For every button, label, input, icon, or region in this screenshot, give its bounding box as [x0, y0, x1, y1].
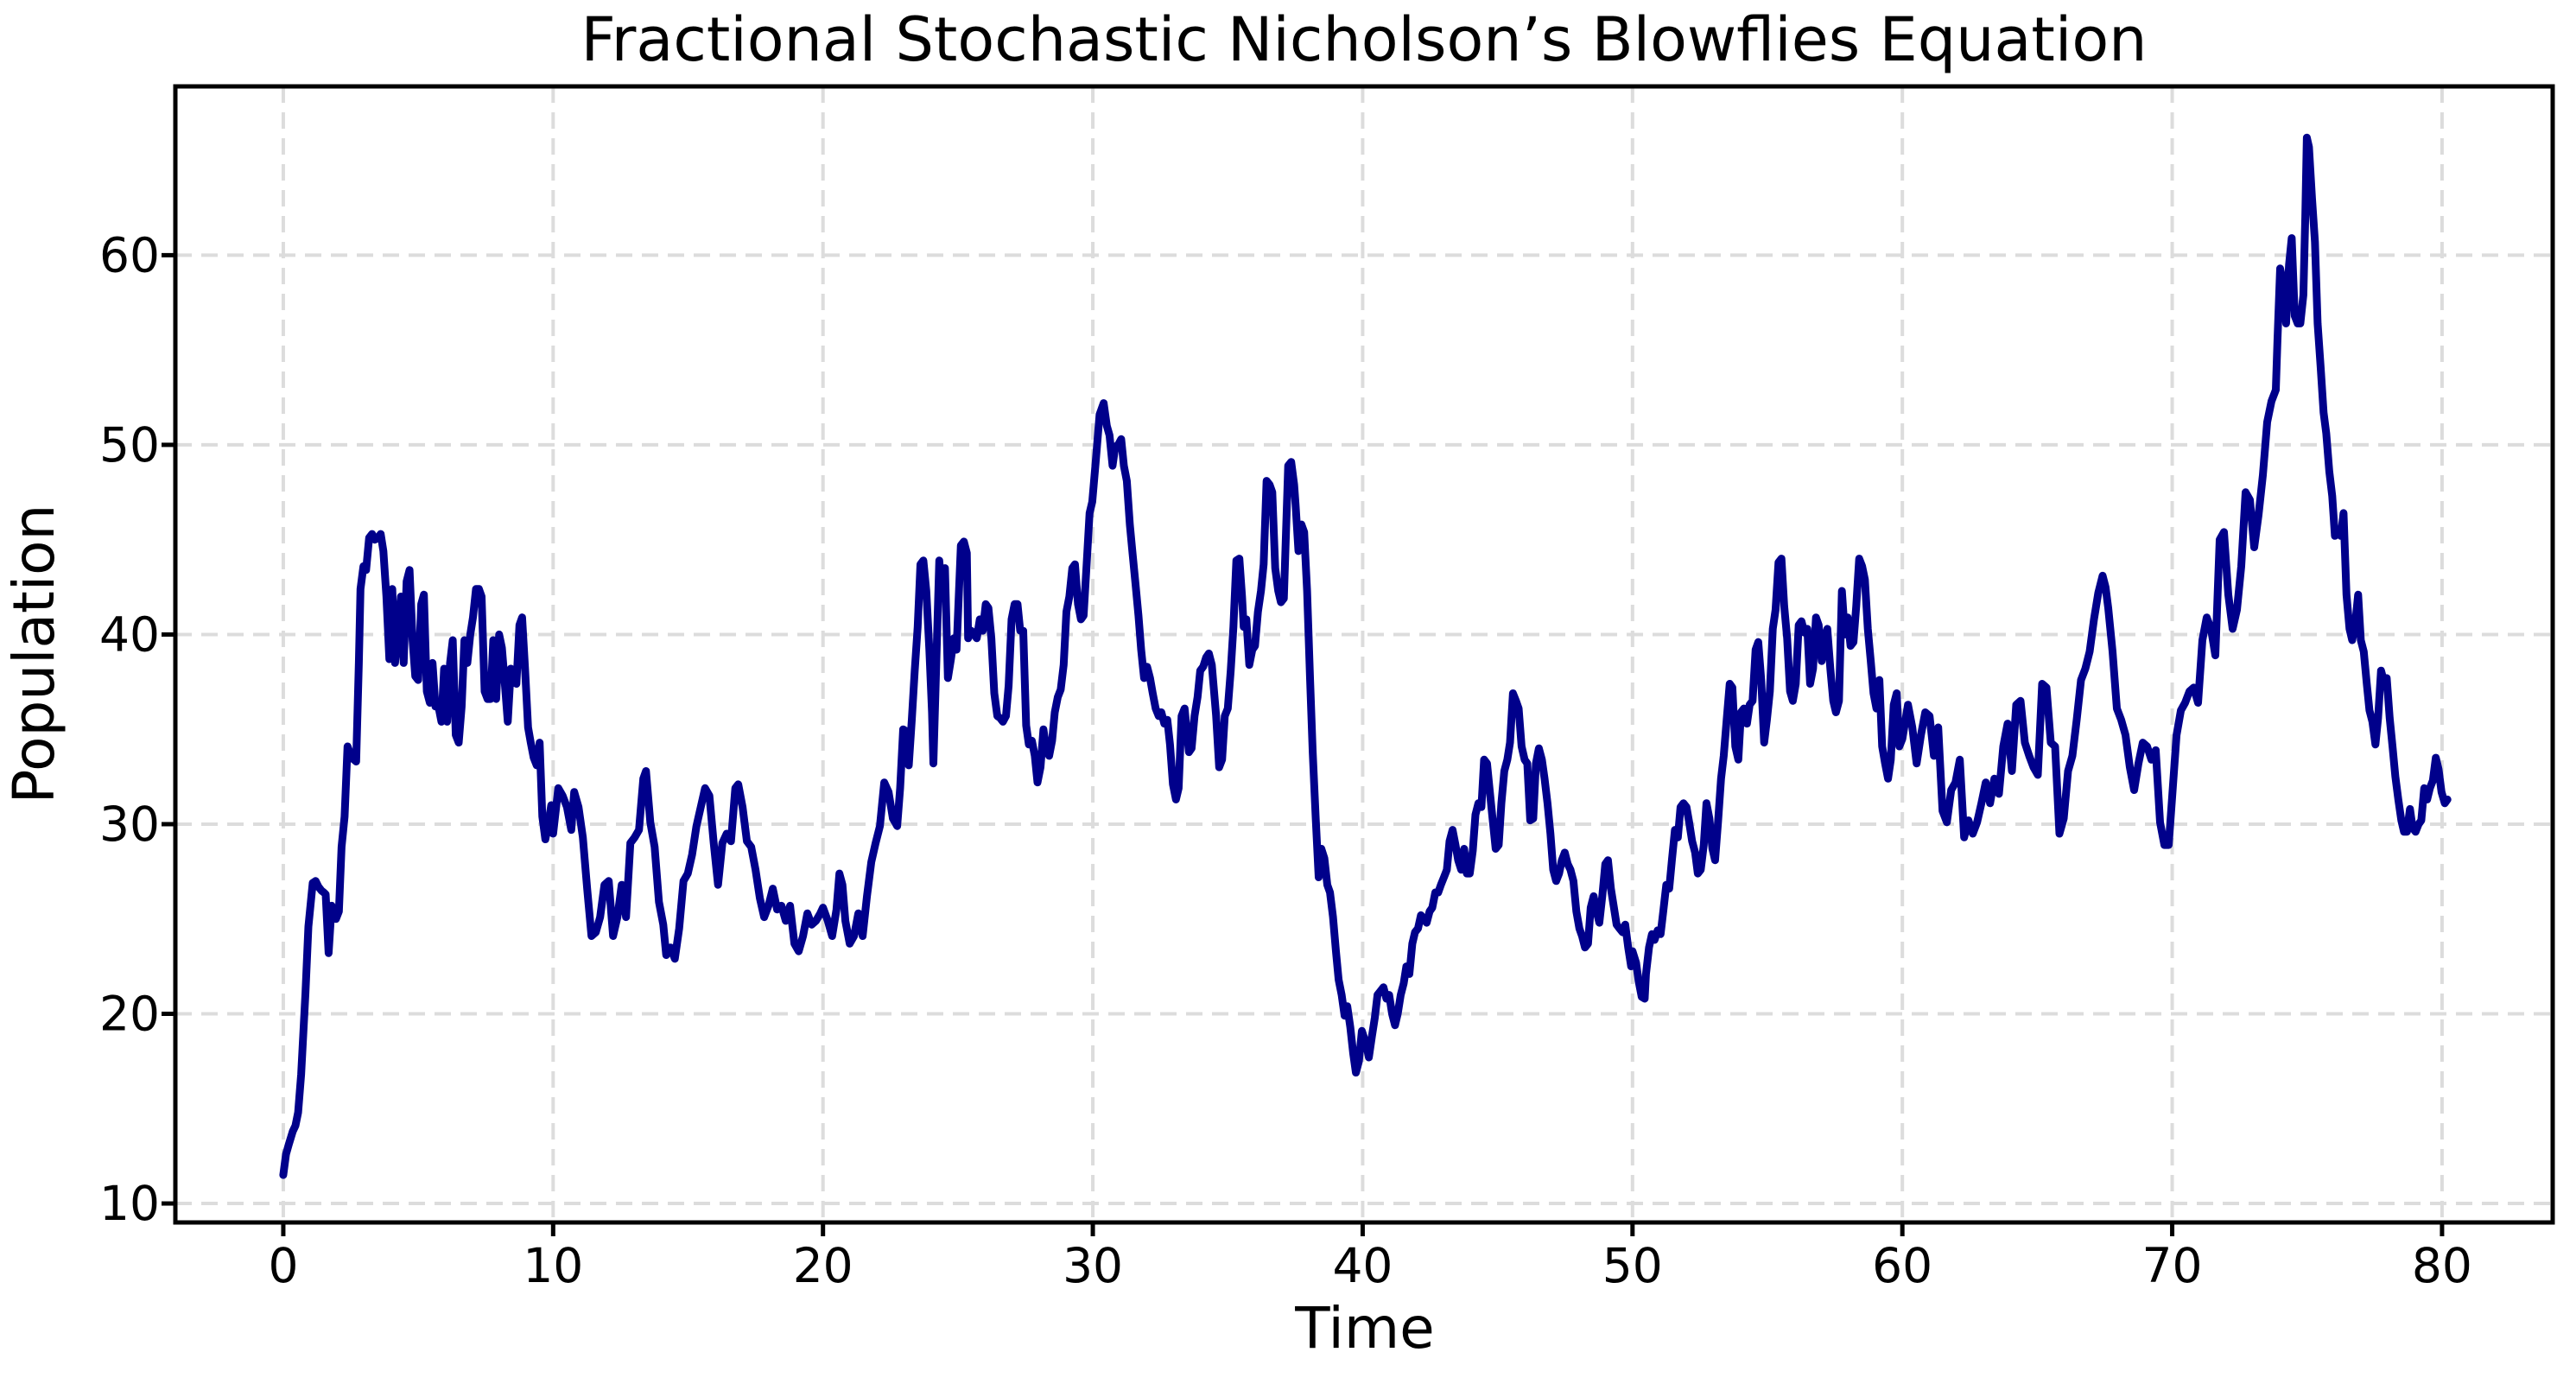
series-line	[279, 133, 2452, 1179]
x-tick-label: 30	[1063, 1238, 1123, 1293]
x-tick-label: 10	[523, 1238, 583, 1293]
grid-layer	[175, 86, 2553, 1222]
y-tick-label: 40	[99, 606, 160, 662]
y-tick-label: 10	[99, 1176, 160, 1231]
x-tick-label: 60	[1872, 1238, 1932, 1293]
x-axis-label: Time	[1294, 1295, 1435, 1362]
y-tick-label: 50	[99, 417, 160, 473]
tick-layer	[162, 252, 2445, 1236]
y-tick-label: 30	[99, 797, 160, 852]
y-tick-label: 20	[99, 987, 160, 1042]
y-axis-label: Population	[1, 505, 67, 804]
x-tick-label: 0	[268, 1238, 298, 1293]
tick-label-layer: 0 10 20 30 40 50 60 70 80 10 20 30 40 50 60	[99, 227, 2472, 1293]
chart-title: Fractional Stochastic Nicholson’s Blowfl…	[581, 4, 2147, 75]
y-tick-label: 60	[99, 227, 160, 283]
x-tick-label: 70	[2142, 1238, 2203, 1293]
x-tick-label: 80	[2412, 1238, 2472, 1293]
x-tick-label: 50	[1602, 1238, 1663, 1293]
x-tick-label: 40	[1332, 1238, 1393, 1293]
x-tick-label: 20	[793, 1238, 853, 1293]
